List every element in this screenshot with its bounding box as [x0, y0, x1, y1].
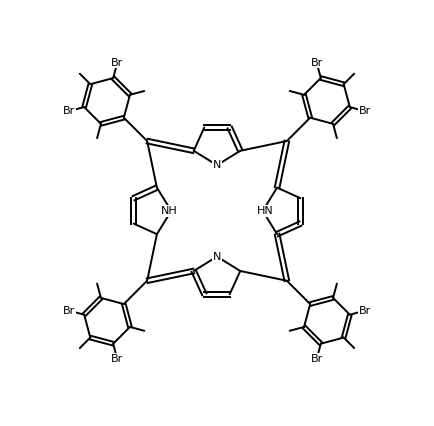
- Text: Br: Br: [310, 58, 323, 68]
- Text: NH: NH: [161, 206, 178, 216]
- Text: Br: Br: [359, 305, 372, 316]
- Text: Br: Br: [62, 305, 75, 316]
- Text: Br: Br: [111, 354, 124, 364]
- Text: Br: Br: [359, 106, 372, 116]
- Text: HN: HN: [256, 206, 273, 216]
- Text: N: N: [213, 252, 221, 262]
- Text: N: N: [213, 160, 221, 170]
- Text: Br: Br: [62, 106, 75, 116]
- Text: Br: Br: [310, 354, 323, 364]
- Text: Br: Br: [111, 58, 124, 68]
